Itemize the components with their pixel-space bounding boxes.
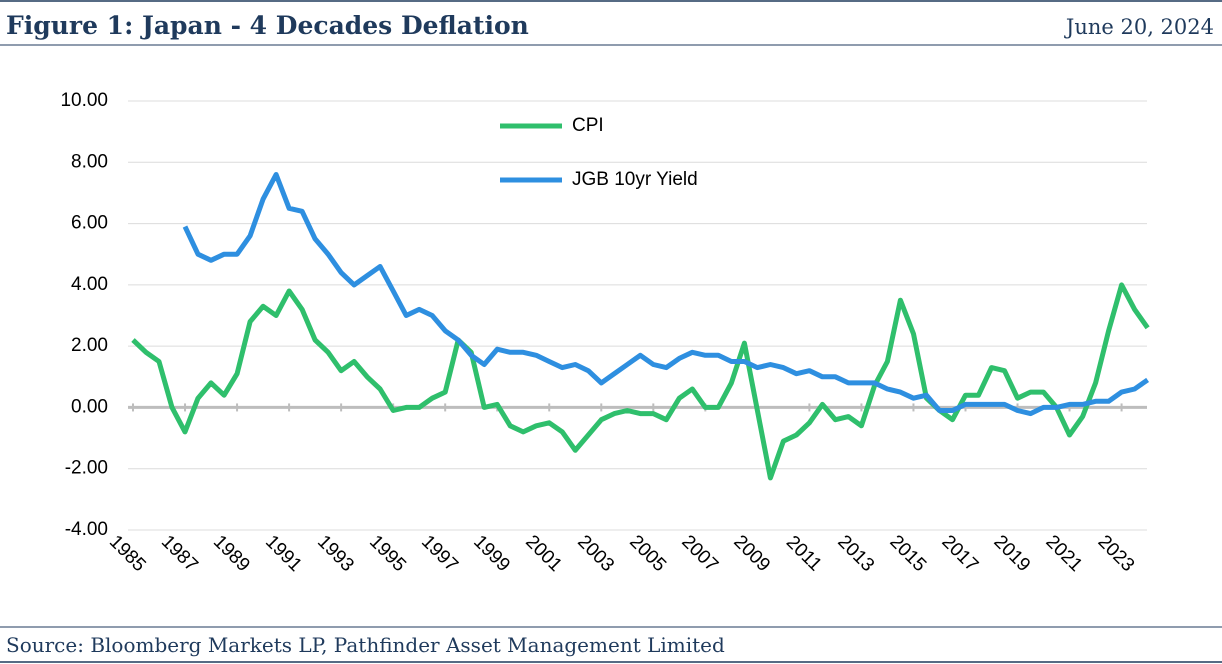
x-tick-label: 1989 <box>209 531 254 576</box>
x-tick-label: 1999 <box>469 531 514 576</box>
y-tick-label: 10.00 <box>60 90 108 111</box>
y-tick-label: 2.00 <box>71 335 108 356</box>
series-line <box>131 282 1150 481</box>
x-tick-label: 2017 <box>937 531 982 576</box>
figure-date: June 20, 2024 <box>1064 15 1214 39</box>
x-tick-label: 2005 <box>625 531 670 576</box>
x-tick-label: 2015 <box>885 531 930 576</box>
x-tick-label: 2011 <box>782 532 826 576</box>
y-tick-label: 6.00 <box>71 213 108 234</box>
x-tick-label: 1993 <box>313 531 358 576</box>
figure-title: Figure 1: Japan - 4 Decades Deflation <box>6 11 529 40</box>
x-tick-label: 2003 <box>573 531 618 576</box>
legend-label: JGB 10yr Yield <box>572 169 698 190</box>
y-tick-label: 8.00 <box>71 151 108 172</box>
source-note: Source: Bloomberg Markets LP, Pathfinder… <box>6 633 725 657</box>
y-tick-label: 0.00 <box>71 396 108 417</box>
x-tick-label: 1997 <box>417 531 462 576</box>
legend-label: CPI <box>572 115 604 136</box>
y-tick-label: 4.00 <box>71 274 108 295</box>
x-tick-label: 2019 <box>989 531 1034 576</box>
x-tick-label: 2013 <box>833 531 878 576</box>
x-tick-label: 1995 <box>365 531 410 576</box>
x-tick-label: 1987 <box>157 531 202 576</box>
x-tick-label: 1991 <box>261 531 306 576</box>
x-tick-label: 1985 <box>105 531 150 576</box>
x-tick-label: 2023 <box>1094 531 1139 576</box>
x-tick-label: 2007 <box>677 531 722 576</box>
y-tick-label: -2.00 <box>65 458 108 479</box>
series-line <box>182 172 1150 417</box>
x-tick-label: 2021 <box>1042 531 1087 576</box>
y-tick-label: -4.00 <box>65 519 108 540</box>
x-tick-label: 2001 <box>521 531 566 576</box>
x-tick-label: 2009 <box>729 531 774 576</box>
